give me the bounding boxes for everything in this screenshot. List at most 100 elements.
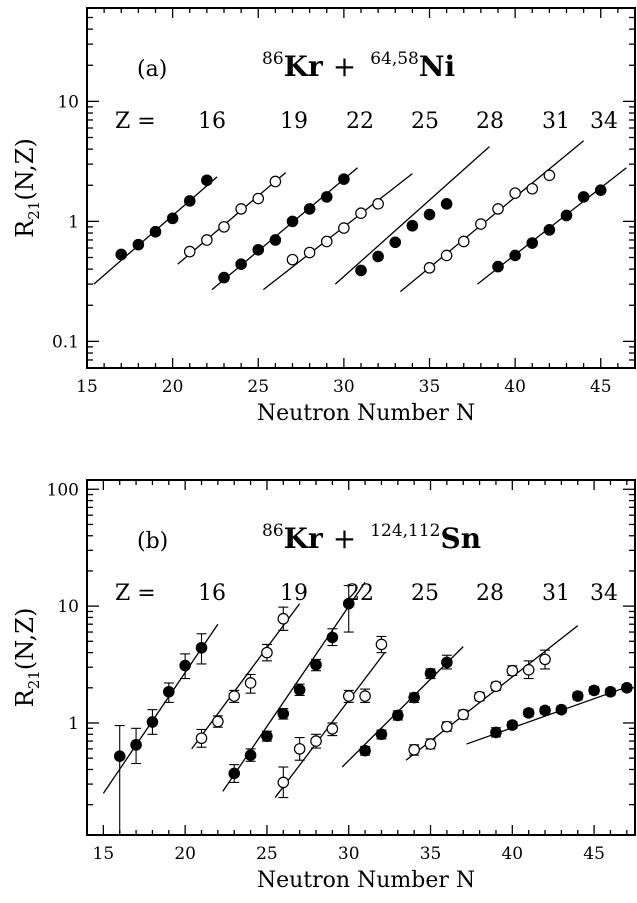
x-tick-label: 15 (93, 844, 115, 864)
data-point-open (261, 646, 273, 659)
data-point-open (342, 690, 355, 702)
x-tick-label: 45 (583, 844, 605, 864)
data-point-open (326, 723, 339, 735)
y-axis-label-subscript: 21 (25, 670, 43, 689)
data-point-open (492, 203, 504, 215)
z-label: 31 (542, 581, 570, 606)
fit-line (222, 581, 366, 792)
data-point-filled (277, 707, 290, 720)
data-point-open (423, 262, 436, 274)
z-label: 28 (476, 109, 504, 134)
series-z18 (211, 167, 358, 291)
data-point-filled (408, 691, 420, 704)
z-label: 16 (198, 109, 226, 134)
data-point-open (375, 638, 388, 651)
data-point-filled (201, 174, 213, 187)
title-projectile: Kr (284, 50, 324, 83)
z-label: 31 (542, 109, 570, 134)
data-point-filled (406, 219, 419, 232)
data-point-filled (359, 744, 371, 757)
y-tick-label: 10 (57, 597, 79, 617)
data-point-filled (269, 234, 282, 246)
x-axis-label: Neutron Number N (257, 401, 475, 426)
data-point-filled (372, 250, 384, 263)
data-point-open (457, 708, 470, 721)
fit-line (191, 603, 301, 750)
data-point-filled (560, 209, 573, 222)
title-target-mass: 64,58 (370, 49, 419, 69)
data-point-open (195, 732, 208, 745)
panel-label: (a) (137, 57, 167, 82)
data-point-open (183, 245, 196, 258)
data-point-open (286, 253, 299, 266)
y-tick-label: 10 (57, 92, 79, 112)
y-axis-label-subscript: 21 (25, 201, 43, 220)
data-point-filled (571, 690, 584, 702)
fit-line (177, 172, 287, 265)
series-z20 (334, 146, 490, 285)
data-point-filled (235, 258, 247, 270)
data-point-filled (621, 681, 633, 694)
data-point-open (424, 738, 437, 750)
x-tick-label: 45 (590, 377, 612, 397)
x-tick-label: 40 (504, 377, 526, 397)
x-tick-label: 35 (420, 844, 442, 864)
y-axis-label: R21(N,Z) (11, 608, 43, 708)
panel-title: 86Kr +64,58Ni (262, 49, 455, 83)
x-tick-label: 25 (247, 377, 269, 397)
x-tick-label: 20 (162, 377, 184, 397)
x-tick-label: 35 (419, 377, 441, 397)
z-label: 34 (590, 109, 618, 134)
x-tick-label: 30 (333, 377, 355, 397)
data-point-filled (166, 212, 179, 225)
data-point-open (269, 175, 282, 188)
data-point-filled (149, 225, 162, 238)
data-point-filled (555, 703, 568, 716)
data-point-filled (228, 767, 241, 780)
data-point-open (539, 653, 551, 666)
z-label: 25 (411, 581, 439, 606)
data-point-filled (423, 208, 436, 221)
data-point-open (543, 169, 556, 182)
x-axis-label: Neutron Number N (257, 868, 475, 893)
data-point-filled (303, 203, 316, 215)
z-label: 16 (198, 581, 226, 606)
y-axis-label: R21(N,Z) (11, 138, 43, 238)
data-point-open (509, 187, 521, 199)
data-point-open (212, 715, 224, 728)
data-point-filled (179, 659, 191, 672)
data-point-filled (244, 749, 257, 761)
data-point-filled (355, 264, 367, 277)
z-label: 25 (411, 109, 439, 134)
data-point-filled (310, 658, 322, 671)
y-axis-label-tail: (N,Z) (11, 608, 39, 671)
data-point-filled (594, 184, 607, 196)
plot-frame (86, 479, 636, 836)
data-point-filled (338, 173, 350, 185)
data-point-open (359, 690, 371, 702)
z-header: Z = (115, 581, 156, 606)
data-point-open (457, 235, 470, 248)
data-point-filled (146, 716, 159, 728)
data-point-filled (392, 709, 404, 722)
data-point-open (522, 664, 535, 676)
y-tick-label: 1 (68, 714, 79, 734)
data-point-open (303, 246, 316, 259)
data-point-filled (132, 238, 145, 251)
data-point-open (475, 218, 487, 230)
data-point-filled (522, 707, 535, 719)
data-point-open (355, 207, 367, 219)
data-point-filled (342, 597, 355, 610)
data-point-open (506, 664, 519, 677)
data-point-filled (183, 195, 196, 207)
series-z21 (405, 625, 579, 761)
data-point-filled (320, 191, 333, 203)
title-plus: + (333, 50, 356, 83)
x-tick-label: 20 (174, 844, 196, 864)
x-tick-label: 25 (256, 844, 278, 864)
title-projectile-mass: 86 (262, 521, 284, 541)
y-axis-label-main: R (11, 219, 39, 238)
data-point-filled (543, 224, 556, 236)
